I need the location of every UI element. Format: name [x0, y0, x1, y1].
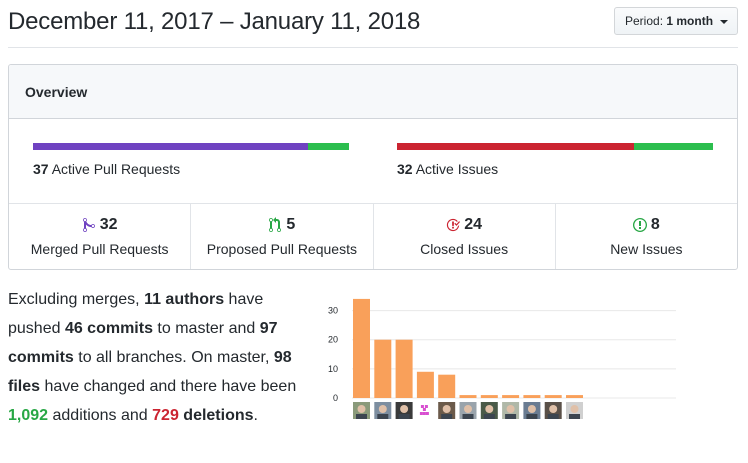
issue-closed-icon	[447, 218, 461, 232]
active-pr-label: Active Pull Requests	[51, 161, 181, 177]
header-divider	[8, 47, 738, 48]
chart-bar[interactable]	[374, 339, 392, 398]
summary-text-1: Excluding merges,	[8, 291, 145, 308]
caret-down-icon	[720, 19, 729, 24]
author-avatar[interactable]	[480, 402, 498, 419]
author-avatar[interactable]	[544, 402, 562, 419]
summary-text-6: additions	[48, 407, 117, 424]
active-pr-count: 37	[33, 161, 49, 177]
merged-label: Merged Pull Requests	[30, 241, 169, 257]
period-label: Period:	[625, 14, 664, 28]
author-avatar[interactable]	[502, 402, 520, 419]
chart-bar[interactable]	[480, 395, 498, 398]
pull-requests-progress-bar[interactable]	[33, 143, 349, 150]
summary-text-2: have pushed	[8, 291, 264, 337]
author-avatar[interactable]	[395, 402, 413, 419]
issues-progress-bar[interactable]	[397, 143, 713, 150]
chart-bar[interactable]	[459, 395, 477, 398]
overview-header: Overview	[9, 65, 737, 119]
author-avatar[interactable]	[523, 402, 541, 419]
new-segment	[634, 143, 713, 150]
stats-row: 32 Merged Pull Requests 5 Proposed Pull …	[9, 203, 737, 269]
issue-opened-icon	[632, 218, 647, 232]
chart-bar[interactable]	[502, 395, 520, 398]
overview-box: Overview 37 Active Pull Requests 32 Acti…	[8, 64, 738, 270]
y-tick-label: 0	[333, 393, 338, 403]
master-commits-count: 46 commits	[64, 320, 153, 337]
chart-bar[interactable]	[523, 395, 541, 398]
author-avatar[interactable]	[353, 402, 370, 419]
period-dropdown-button[interactable]: Period: 1 month	[614, 7, 738, 35]
merged-segment	[33, 143, 308, 150]
chart-bar[interactable]	[395, 339, 413, 398]
author-avatar[interactable]	[566, 402, 583, 419]
proposed-pull-requests-stat[interactable]: 5 Proposed Pull Requests	[191, 204, 374, 269]
summary-text-4: to all branches. On master,	[73, 349, 274, 366]
author-avatar[interactable]	[438, 402, 456, 419]
merged-count: 32	[99, 216, 118, 233]
commit-summary: Excluding merges, 11 authors have pushed…	[8, 285, 308, 430]
deletions-count: 729	[152, 407, 179, 424]
summary-text-9: .	[253, 407, 258, 424]
closed-issues-stat[interactable]: 24 Closed Issues	[374, 204, 556, 269]
summary-text-7: and	[116, 407, 153, 424]
git-merge-icon	[82, 217, 95, 232]
proposed-count: 5	[286, 216, 296, 233]
proposed-label: Proposed Pull Requests	[206, 241, 357, 257]
summary-text-5: have changed and there have been	[40, 378, 297, 395]
new-label: New Issues	[610, 241, 683, 257]
active-pull-requests-link[interactable]: 37 Active Pull Requests	[33, 161, 180, 177]
new-issues-stat[interactable]: 8 New Issues	[556, 204, 737, 269]
new-count: 8	[650, 216, 660, 233]
chart-bar[interactable]	[416, 371, 434, 398]
closed-count: 24	[464, 216, 483, 233]
y-tick-label: 20	[328, 335, 338, 345]
closed-segment	[397, 143, 634, 150]
summary-text-3: to master and	[152, 320, 260, 337]
y-tick-label: 30	[328, 306, 338, 316]
author-avatar[interactable]	[374, 402, 392, 419]
all-commits-count: 97 commits	[8, 320, 278, 366]
summary-text-8: deletions	[178, 407, 254, 424]
active-issues-label: Active Issues	[415, 161, 499, 177]
author-avatar[interactable]	[416, 402, 434, 419]
files-changed-count: 98 files	[8, 349, 292, 395]
chart-bar[interactable]	[353, 298, 370, 398]
y-tick-label: 10	[328, 364, 338, 374]
additions-count: 1,092	[8, 407, 49, 424]
author-avatar[interactable]	[459, 402, 477, 419]
authors-count: 11 authors	[144, 291, 225, 308]
period-value: 1 month	[666, 14, 714, 28]
commits-by-author-chart: 0 10 20 30	[328, 298, 676, 419]
closed-label: Closed Issues	[420, 241, 509, 257]
active-issues-count: 32	[397, 161, 413, 177]
active-issues-link[interactable]: 32 Active Issues	[397, 161, 498, 177]
page-title: December 11, 2017 – January 11, 2018	[8, 8, 421, 35]
chart-bar[interactable]	[438, 374, 456, 398]
merged-pull-requests-stat[interactable]: 32 Merged Pull Requests	[9, 204, 192, 269]
open-segment	[307, 143, 349, 150]
chart-bar[interactable]	[544, 395, 562, 398]
chart-bar[interactable]	[566, 395, 583, 398]
overview-title: Overview	[25, 84, 88, 100]
git-pull-request-icon	[269, 217, 282, 232]
